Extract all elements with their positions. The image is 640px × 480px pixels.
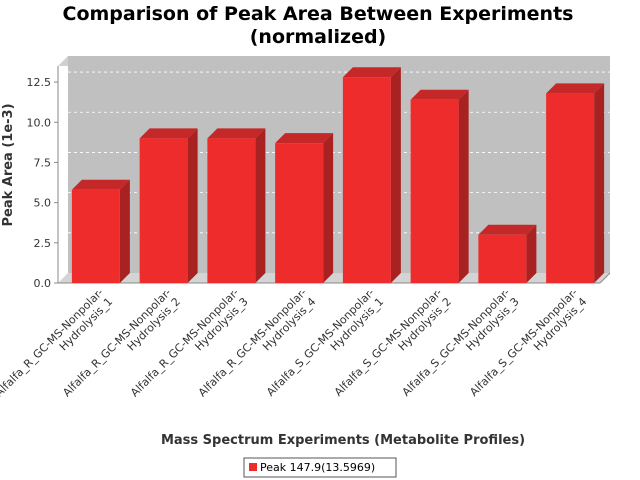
plot-floor: [58, 273, 610, 283]
x-axis: Alfalfa_R_GC-MS-Nonpolar-Hydrolysis_1Alf…: [0, 286, 589, 399]
bar-front: [478, 234, 527, 283]
legend: Peak 147.9(13.5969): [243, 457, 397, 478]
x-tick-label-line: Alfalfa_R_GC-MS-Nonpolar-: [128, 286, 241, 399]
x-tick-label-line: Alfalfa_S_GC-MS-Nonpolar-: [332, 286, 445, 399]
x-tick-label: Alfalfa_R_GC-MS-Nonpolar-Hydrolysis_1: [0, 286, 115, 399]
bar: [546, 83, 605, 283]
bar-top: [478, 224, 537, 235]
y-axis: 0.0 2.5 5.0 7.5 10.0 12.5: [27, 66, 59, 290]
bar-top: [207, 128, 266, 139]
x-axis-label: Mass Spectrum Experiments (Metabolite Pr…: [161, 433, 525, 448]
y-tick-label: 0.0: [34, 277, 52, 290]
bar-front: [546, 93, 595, 283]
bar-side: [390, 67, 401, 283]
bar-front: [139, 138, 188, 283]
bars: [71, 67, 605, 283]
bar-top: [139, 128, 198, 139]
bar-front: [71, 189, 120, 283]
bar-front: [275, 143, 324, 283]
bar-side: [323, 133, 334, 283]
x-tick-label-line: Alfalfa_R_GC-MS-Nonpolar-: [196, 286, 309, 399]
x-tick-label-line: Alfalfa_R_GC-MS-Nonpolar-: [0, 286, 106, 399]
chart-title-line-2: (normalized): [250, 26, 387, 48]
bar: [139, 128, 198, 283]
x-tick-label-line: Alfalfa_S_GC-MS-Nonpolar-: [467, 286, 580, 399]
bar: [207, 128, 266, 283]
bar-side: [458, 89, 469, 283]
y-tick-label: 10.0: [27, 116, 52, 129]
x-tick-label-line: Alfalfa_S_GC-MS-Nonpolar-: [400, 286, 513, 399]
y-tick-label: 12.5: [27, 76, 52, 89]
bar: [342, 67, 401, 283]
y-tick-label: 5.0: [34, 197, 52, 210]
bar: [478, 224, 537, 283]
bar: [275, 133, 334, 283]
bar-side: [255, 128, 266, 283]
bar: [71, 179, 130, 283]
bar-top: [342, 67, 401, 78]
legend-swatch: [249, 463, 257, 471]
bar-side: [594, 83, 605, 283]
x-tick-label-line: Alfalfa_S_GC-MS-Nonpolar-: [264, 286, 377, 399]
y-tick-label: 7.5: [34, 156, 52, 169]
x-tick-label-line: Alfalfa_R_GC-MS-Nonpolar-: [60, 286, 173, 399]
bar-top: [275, 133, 334, 144]
floor-side-edge: [599, 272, 611, 284]
bar: [410, 89, 469, 283]
legend-label: Peak 147.9(13.5969): [260, 461, 375, 474]
chart-title-line-1: Comparison of Peak Area Between Experime…: [63, 3, 574, 25]
bar-front: [410, 99, 459, 283]
y-axis-label: Peak Area (1e-3): [1, 103, 16, 226]
bar-side: [526, 224, 537, 283]
y-tick-label: 2.5: [34, 237, 52, 250]
bar-top: [546, 83, 605, 94]
bar-side: [187, 128, 198, 283]
bar-front: [342, 77, 391, 283]
legend-box: [243, 457, 397, 478]
bar-top: [410, 89, 469, 100]
bar-top: [71, 179, 130, 190]
bar-front: [207, 138, 256, 283]
bar-side: [119, 179, 130, 283]
